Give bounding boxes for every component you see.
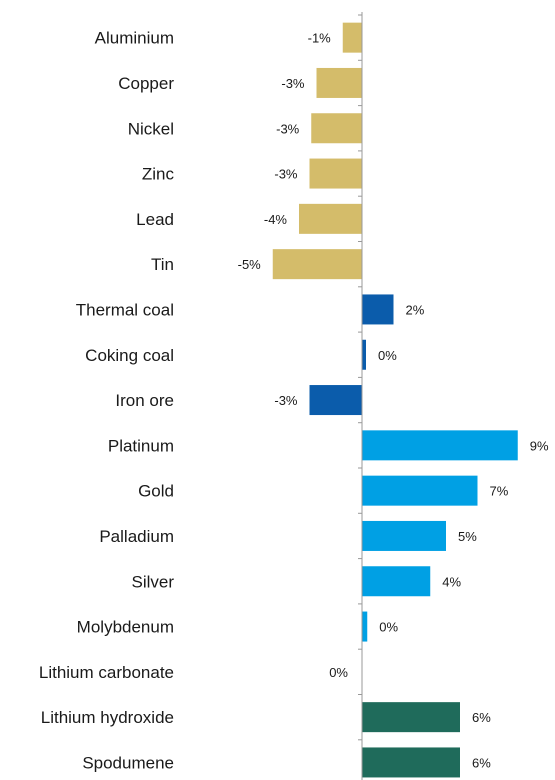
data-label: -3% [281, 76, 305, 91]
bar [309, 385, 362, 416]
category-label: Copper [118, 74, 174, 93]
category-label: Coking coal [85, 346, 174, 365]
data-label: 9% [530, 438, 549, 453]
data-label: -4% [264, 212, 288, 227]
data-label: 6% [472, 755, 491, 770]
data-label: 2% [406, 302, 425, 317]
category-label: Gold [138, 482, 174, 501]
bar [272, 249, 362, 280]
data-label: 4% [442, 574, 461, 589]
category-label: Spodumene [82, 753, 174, 772]
bar [362, 294, 394, 325]
bar [299, 203, 362, 234]
data-label: 5% [458, 529, 477, 544]
category-label: Lithium carbonate [39, 663, 174, 682]
category-label: Silver [131, 572, 174, 591]
category-label: Zinc [142, 165, 175, 184]
category-label: Aluminium [95, 29, 174, 48]
data-label: -3% [274, 393, 298, 408]
data-label: -5% [238, 257, 262, 272]
category-label: Platinum [108, 436, 174, 455]
category-label: Thermal coal [76, 300, 174, 319]
data-label: -3% [274, 167, 298, 182]
bar [362, 702, 460, 733]
bar [316, 67, 362, 98]
bar [362, 747, 460, 778]
bar [362, 611, 368, 642]
bar [362, 520, 446, 551]
bar [362, 566, 431, 597]
bar [362, 430, 518, 461]
data-label: 6% [472, 710, 491, 725]
bar [311, 113, 362, 144]
category-label: Tin [151, 255, 174, 274]
bar [342, 22, 362, 53]
bar [362, 475, 478, 506]
data-label: 0% [378, 348, 397, 363]
category-label: Lithium hydroxide [41, 708, 174, 727]
data-label: -3% [276, 121, 300, 136]
category-label: Molybdenum [77, 618, 174, 637]
bar [362, 339, 366, 370]
data-label: 0% [379, 620, 398, 635]
data-label: 7% [490, 484, 509, 499]
data-label: -1% [308, 31, 332, 46]
category-label: Palladium [99, 527, 174, 546]
category-label: Nickel [128, 119, 174, 138]
category-label: Lead [136, 210, 174, 229]
category-label: Iron ore [115, 391, 174, 410]
data-label: 0% [329, 665, 348, 680]
bar [309, 158, 362, 189]
